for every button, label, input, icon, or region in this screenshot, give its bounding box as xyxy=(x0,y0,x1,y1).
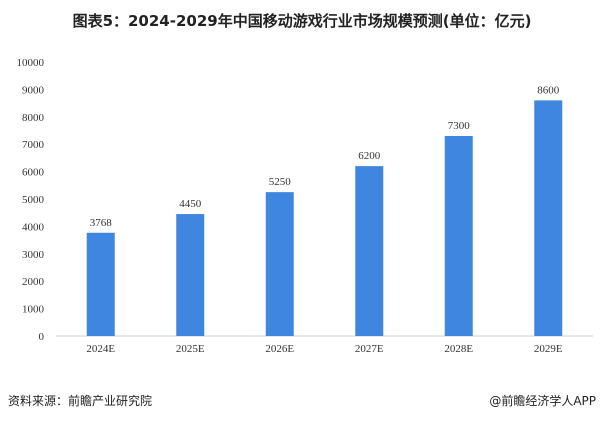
chart-title: 图表5：2024-2029年中国移动游戏行业市场规模预测(单位：亿元) xyxy=(72,12,532,30)
bar-2027E xyxy=(355,166,384,336)
source-note: 资料来源：前瞻产业研究院 xyxy=(8,394,153,408)
bar-2028E xyxy=(444,135,473,336)
y-tick-label: 9000 xyxy=(22,84,45,96)
y-tick-label: 6000 xyxy=(22,167,45,179)
y-tick-label: 10000 xyxy=(17,57,45,69)
x-tick-label: 2028E xyxy=(444,343,473,355)
y-tick-label: 0 xyxy=(39,331,45,343)
x-tick-label: 2029E xyxy=(534,343,563,355)
bar-2025E xyxy=(176,214,205,336)
data-label: 6200 xyxy=(358,150,381,162)
data-label: 7300 xyxy=(448,120,471,132)
data-label: 5250 xyxy=(269,176,292,188)
y-tick-label: 8000 xyxy=(22,112,45,124)
y-tick-label: 1000 xyxy=(22,304,45,316)
bar-2029E xyxy=(534,100,563,336)
bar-2026E xyxy=(265,192,294,336)
y-tick-label: 3000 xyxy=(22,249,45,261)
y-tick-label: 5000 xyxy=(22,194,45,206)
x-tick-label: 2027E xyxy=(355,343,384,355)
bar-2024E xyxy=(86,232,115,336)
y-tick-label: 2000 xyxy=(22,276,45,288)
x-tick-label: 2025E xyxy=(176,343,205,355)
data-label: 8600 xyxy=(537,84,560,96)
y-tick-label: 4000 xyxy=(22,221,45,233)
data-label: 3768 xyxy=(90,217,113,229)
y-tick-label: 7000 xyxy=(22,139,45,151)
x-tick-label: 2024E xyxy=(86,343,115,355)
x-tick-label: 2026E xyxy=(265,343,294,355)
data-label: 4450 xyxy=(179,198,202,210)
credit-note: @前瞻经济学人APP xyxy=(489,394,596,408)
